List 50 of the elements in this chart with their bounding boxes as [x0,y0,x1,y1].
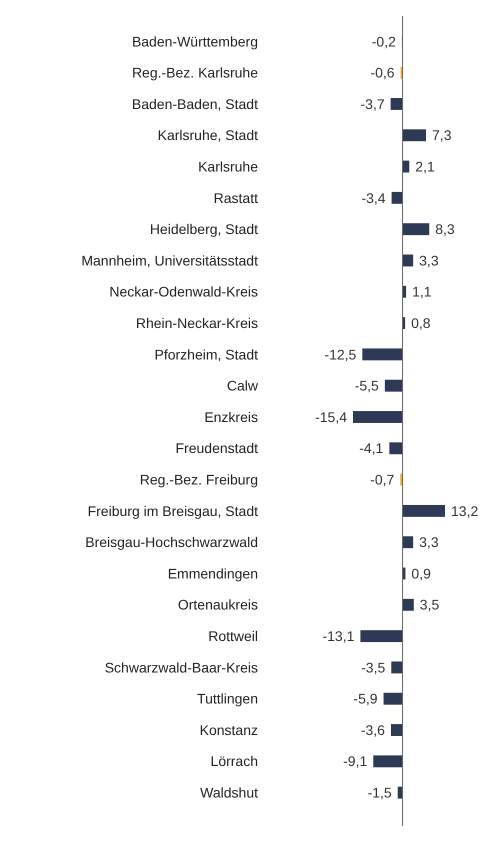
y-tick-label: Enzkreis [204,408,258,425]
data-label: 3,5 [420,596,440,613]
y-tick-label: Schwarzwald-Baar-Kreis [104,659,258,676]
data-label: -3,4 [361,190,386,206]
data-label: 3,3 [419,252,439,268]
y-tick-label: Mannheim, Universitätsstadt [81,252,258,268]
data-label: -5,9 [353,690,378,707]
y-tick-label: Freiburg im Breisgau, Stadt [88,502,258,519]
y-tick-label: Rastatt [214,190,258,206]
y-tick-label: Reg.-Bez. Karlsruhe [132,64,258,81]
y-tick-label: Karlsruhe, Stadt [158,127,258,144]
y-tick-label: Reg.-Bez. Freiburg [140,472,258,488]
data-label: 2,1 [415,158,435,174]
data-label: -13,1 [322,628,355,644]
y-tick-label: Baden-Baden, Stadt [132,96,258,112]
y-tick-label: Konstanz [200,722,258,738]
data-label: 8,3 [435,221,455,238]
data-label: 1,1 [412,284,432,300]
y-tick-label: Lörrach [210,753,258,770]
data-label: 7,3 [432,127,452,144]
y-tick-label: Heidelberg, Stadt [150,221,258,238]
data-label: -9,1 [343,753,368,770]
y-tick-label: Waldshut [200,784,258,801]
data-label: -5,5 [354,378,380,394]
y-tick-label: Rhein-Neckar-Kreis [136,314,258,331]
data-label: 0,9 [411,565,432,582]
y-tick-label: Tuttlingen [197,690,258,707]
data-label: -0,7 [370,472,394,488]
y-tick-label: Rottweil [208,628,258,644]
y-tick-label: Calw [226,378,259,394]
data-label: -4,1 [359,440,384,456]
data-label: -0,6 [370,64,395,81]
data-label: -15,4 [315,408,348,425]
data-label: -12,5 [324,346,357,362]
y-tick-label: Ortenaukreis [178,596,258,613]
data-label: -1,5 [368,784,392,801]
y-tick-label: Breisgau-Hochschwarzwald [85,534,258,550]
y-tick-label: Neckar-Odenwald-Kreis [109,284,258,300]
data-label: 3,3 [419,534,439,550]
y-tick-label: Karlsruhe [198,158,258,174]
y-tick-label: Freudenstadt [176,440,258,456]
y-tick-label: Emmendingen [168,565,258,582]
data-label: 0,8 [411,314,431,331]
y-tick-label: Baden-Württemberg [132,33,258,50]
y-tick-label: Pforzheim, Stadt [154,346,258,362]
data-label: -3,7 [360,96,385,112]
data-label: 13,2 [451,502,478,519]
data-label: -0,2 [372,33,396,50]
data-label: -3,5 [361,659,386,676]
data-label: -3,6 [360,722,386,738]
